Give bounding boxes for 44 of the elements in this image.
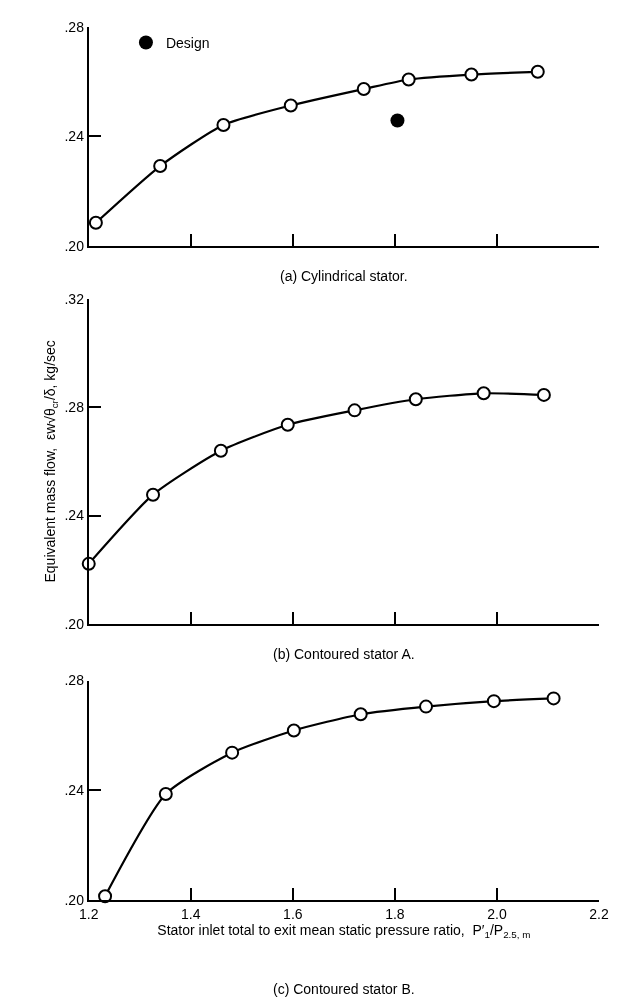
y-tick-label: .20 [64,237,85,254]
point [530,64,545,79]
point [347,403,362,418]
x-tick-label: 2.0 [487,905,507,922]
point [486,694,501,709]
point [286,723,301,738]
text: (b) Contoured stator A. [273,646,415,662]
point [476,386,491,401]
point [283,98,298,113]
point [280,417,295,432]
y-tick-label: .28 [64,18,85,35]
point [419,699,434,714]
point [146,487,161,502]
point [408,392,423,407]
legend-label: Design [165,34,210,51]
point [158,787,173,802]
x-tick-label: 1.8 [385,905,405,922]
y-tick-label: .28 [64,672,85,689]
text: (c) Contoured stator B. [273,981,415,997]
point [356,82,371,97]
point [225,745,240,760]
point [353,707,368,722]
y-tick-label: .24 [64,507,85,524]
x-tick-label: 1.2 [79,905,99,922]
x-tick-label: 1.4 [181,905,201,922]
point [390,113,405,128]
y-tick-label: .24 [64,782,85,799]
point [153,159,168,174]
x-tick-label: 2.2 [589,905,609,922]
x-tick-label: 1.6 [283,905,303,922]
y-tick-label: .28 [64,399,85,416]
y-tick-label: .32 [64,290,85,307]
y-tick-label: .20 [64,615,85,632]
point [464,67,479,82]
point [216,117,231,132]
y-tick-label: .24 [64,128,85,145]
point [213,443,228,458]
point [88,215,103,230]
point [401,72,416,87]
text: (a) Cylindrical stator. [280,268,408,284]
y-tick-label: .20 [64,891,85,908]
point [546,691,561,706]
point [536,387,551,402]
x-axis-title: Stator inlet total to exit mean static pressure ratio, P′$_{1}$/P$_{2.5, m}$ [157,921,531,940]
